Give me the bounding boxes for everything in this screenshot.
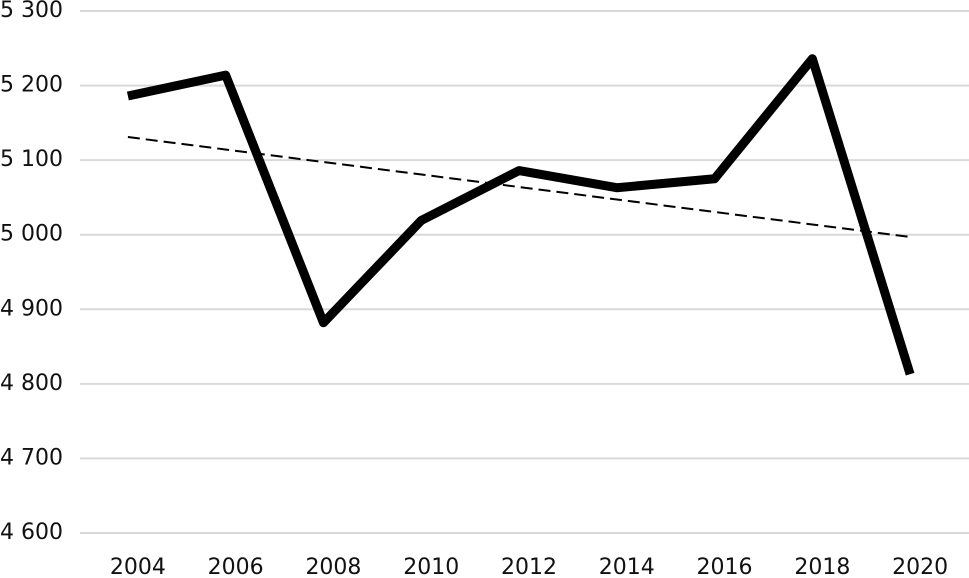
y-tick-label: 5 000: [0, 222, 63, 247]
x-tick-label: 2010: [403, 555, 459, 578]
data-line: [126, 54, 915, 376]
trend-line: [127, 136, 911, 238]
x-tick-label: 2018: [794, 555, 850, 578]
y-tick-label: 4 700: [0, 445, 63, 470]
x-tick-label: 2008: [305, 555, 361, 578]
y-tick-label: 5 300: [0, 0, 63, 23]
x-tick-label: 2016: [697, 555, 753, 578]
y-tick-label: 4 900: [0, 296, 63, 321]
y-tick-label: 5 200: [0, 73, 63, 98]
x-tick-label: 2014: [599, 555, 655, 578]
x-tick-label: 2012: [501, 555, 557, 578]
y-tick-label: 5 100: [0, 147, 63, 172]
x-tick-label: 2006: [208, 555, 264, 578]
x-tick-label: 2004: [110, 555, 166, 578]
x-tick-label: 2020: [892, 555, 948, 578]
y-tick-label: 4 600: [0, 520, 63, 545]
y-tick-label: 4 800: [0, 371, 63, 396]
